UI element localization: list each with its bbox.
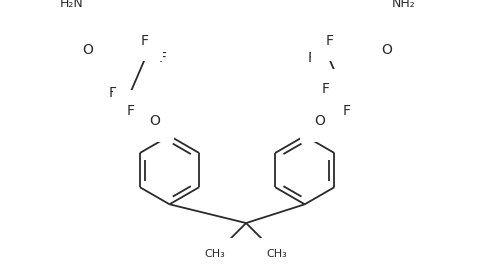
Text: O: O xyxy=(149,114,160,128)
Text: CH₃: CH₃ xyxy=(267,249,287,259)
Text: F: F xyxy=(159,52,167,65)
Text: H₂N: H₂N xyxy=(60,0,84,10)
Text: CH₃: CH₃ xyxy=(205,249,225,259)
Text: F: F xyxy=(307,52,315,65)
Text: F: F xyxy=(343,104,351,118)
Text: F: F xyxy=(126,104,135,118)
Text: F: F xyxy=(108,86,116,100)
Text: F: F xyxy=(322,83,330,96)
Text: F: F xyxy=(141,34,149,47)
Text: O: O xyxy=(382,43,392,57)
Text: NH₂: NH₂ xyxy=(392,0,416,10)
Text: O: O xyxy=(82,43,93,57)
Text: O: O xyxy=(314,114,325,128)
Text: F: F xyxy=(325,34,333,47)
